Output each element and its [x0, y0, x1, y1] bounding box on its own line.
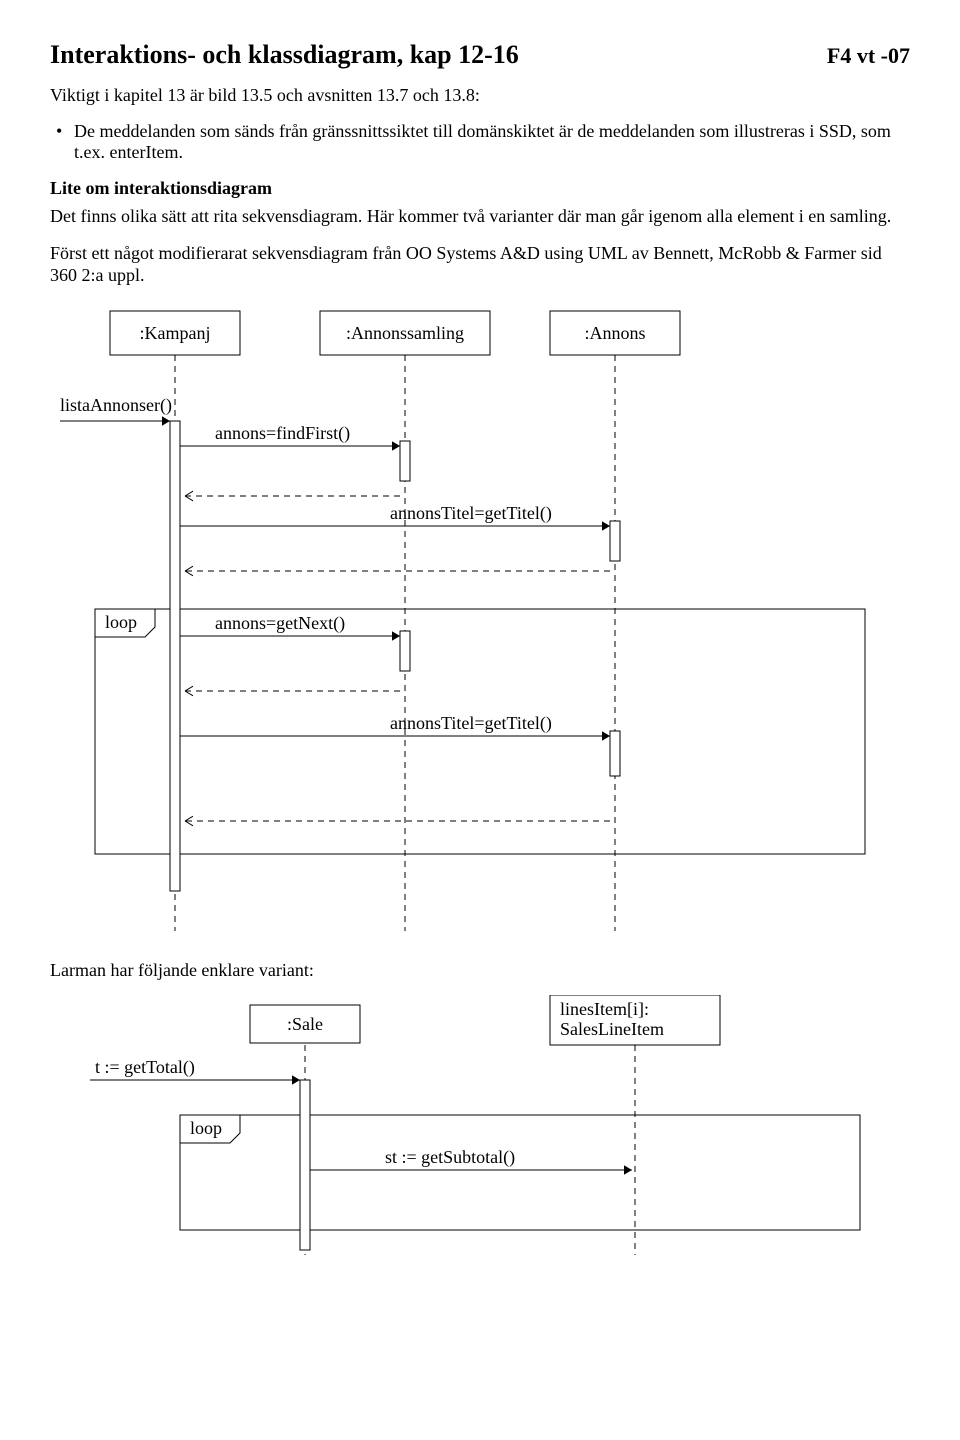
svg-text:annons=getNext(): annons=getNext() — [215, 613, 345, 634]
svg-text:loop: loop — [105, 612, 137, 632]
svg-text::Annons: :Annons — [584, 323, 645, 343]
sequence-diagram-2: :Sale linesItem[i]:SalesLineItem loop t := … — [50, 995, 910, 1255]
svg-text:SalesLineItem: SalesLineItem — [560, 1019, 664, 1039]
header-right: F4 vt -07 — [827, 43, 910, 69]
svg-text:t := getTotal(): t := getTotal() — [95, 1057, 195, 1078]
svg-text:annonsTitel=getTitel(): annonsTitel=getTitel() — [390, 503, 552, 524]
svg-text:st := getSubtotal(): st := getSubtotal() — [385, 1147, 515, 1168]
svg-text:annonsTitel=getTitel(): annonsTitel=getTitel() — [390, 713, 552, 734]
section1-p1: Det finns olika sätt att rita sekvensdia… — [50, 205, 910, 228]
intro-line: Viktigt i kapitel 13 är bild 13.5 och av… — [50, 84, 910, 107]
svg-text:loop: loop — [190, 1118, 222, 1138]
svg-text:linesItem[i]:: linesItem[i]: — [560, 999, 649, 1019]
svg-text::Sale: :Sale — [287, 1014, 323, 1034]
svg-text::Annonssamling: :Annonssamling — [346, 323, 464, 343]
section2-heading: Larman har följande enklare variant: — [50, 959, 910, 982]
svg-text:listaAnnonser(): listaAnnonser() — [60, 395, 172, 416]
svg-text::Kampanj: :Kampanj — [140, 323, 211, 343]
sequence-diagram-1: :Kampanj :Annonssamling :Annons loop listaAn… — [50, 301, 910, 941]
section1-p2: Först ett något modifierarat sekvensdiag… — [50, 242, 910, 287]
section1-heading: Lite om interaktionsdiagram — [50, 177, 910, 200]
page-title: Interaktions- och klassdiagram, kap 12-1… — [50, 40, 519, 70]
svg-text:annons=findFirst(): annons=findFirst() — [215, 423, 350, 444]
intro-bullet: De meddelanden som sänds från gränssnitt… — [74, 121, 910, 163]
bullet-dot: • — [56, 121, 74, 163]
